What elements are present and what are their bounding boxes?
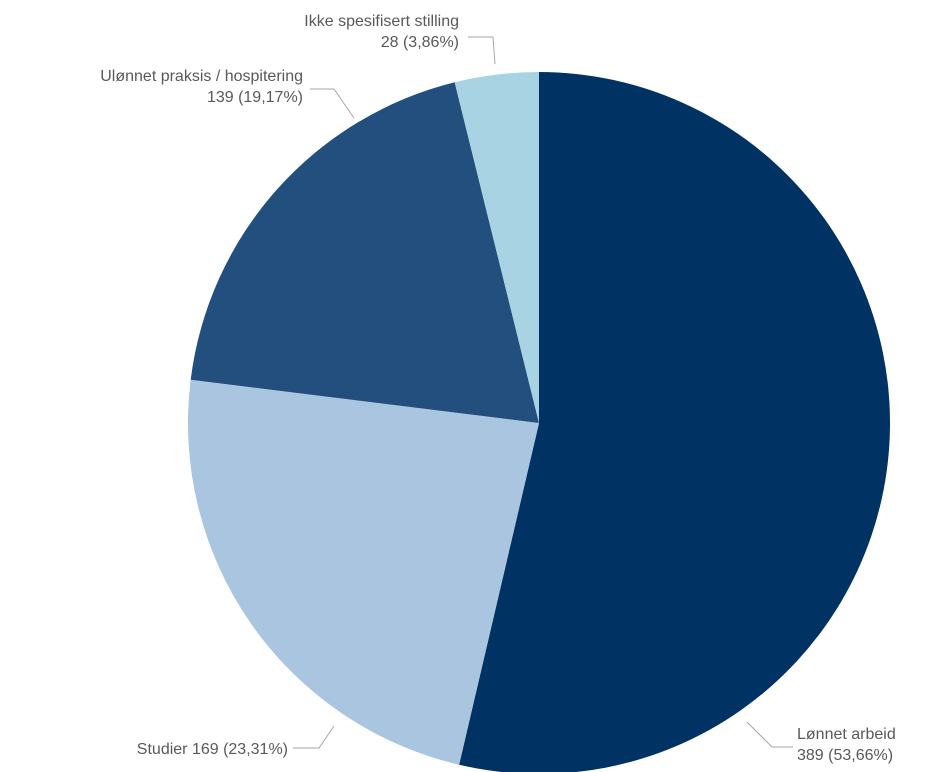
label-studier: Studier 169 (23,31%) [137, 741, 288, 758]
label-ikke-spesifisert-value: 28 (3,86%) [381, 34, 459, 51]
label-ulonnet-praksis-value: 139 (19,17%) [207, 89, 303, 106]
leader-line-studier [293, 725, 335, 749]
label-ulonnet-praksis-name: Ulønnet praksis / hospitering [100, 68, 303, 85]
leader-line-ikke-spesifisert [468, 36, 496, 65]
label-lonnet-arbeid-name: Lønnet arbeid [797, 726, 896, 743]
leader-line-ulonnet-praksis [310, 88, 355, 119]
pie-slice-ulonnet-praksis-hospitering [190, 82, 540, 423]
label-lonnet-arbeid-value: 389 (53,66%) [797, 747, 893, 764]
slice-label-lonnet-arbeid: Lønnet arbeid 389 (53,66%) [746, 721, 896, 764]
pie-slice-ikke-spesifisert-stilling [454, 72, 539, 423]
slice-label-ulonnet-praksis: Ulønnet praksis / hospitering 139 (19,17… [100, 68, 355, 119]
pie-slices [187, 72, 890, 772]
slice-label-ikke-spesifisert: Ikke spesifisert stilling 28 (3,86%) [304, 13, 496, 65]
pie-slice-studier [187, 379, 539, 765]
leader-line-lonnet-arbeid [746, 721, 793, 748]
pie-slice-lonnet-arbeid [459, 72, 890, 772]
label-ikke-spesifisert-name: Ikke spesifisert stilling [304, 13, 459, 30]
slice-label-studier: Studier 169 (23,31%) [137, 725, 335, 758]
